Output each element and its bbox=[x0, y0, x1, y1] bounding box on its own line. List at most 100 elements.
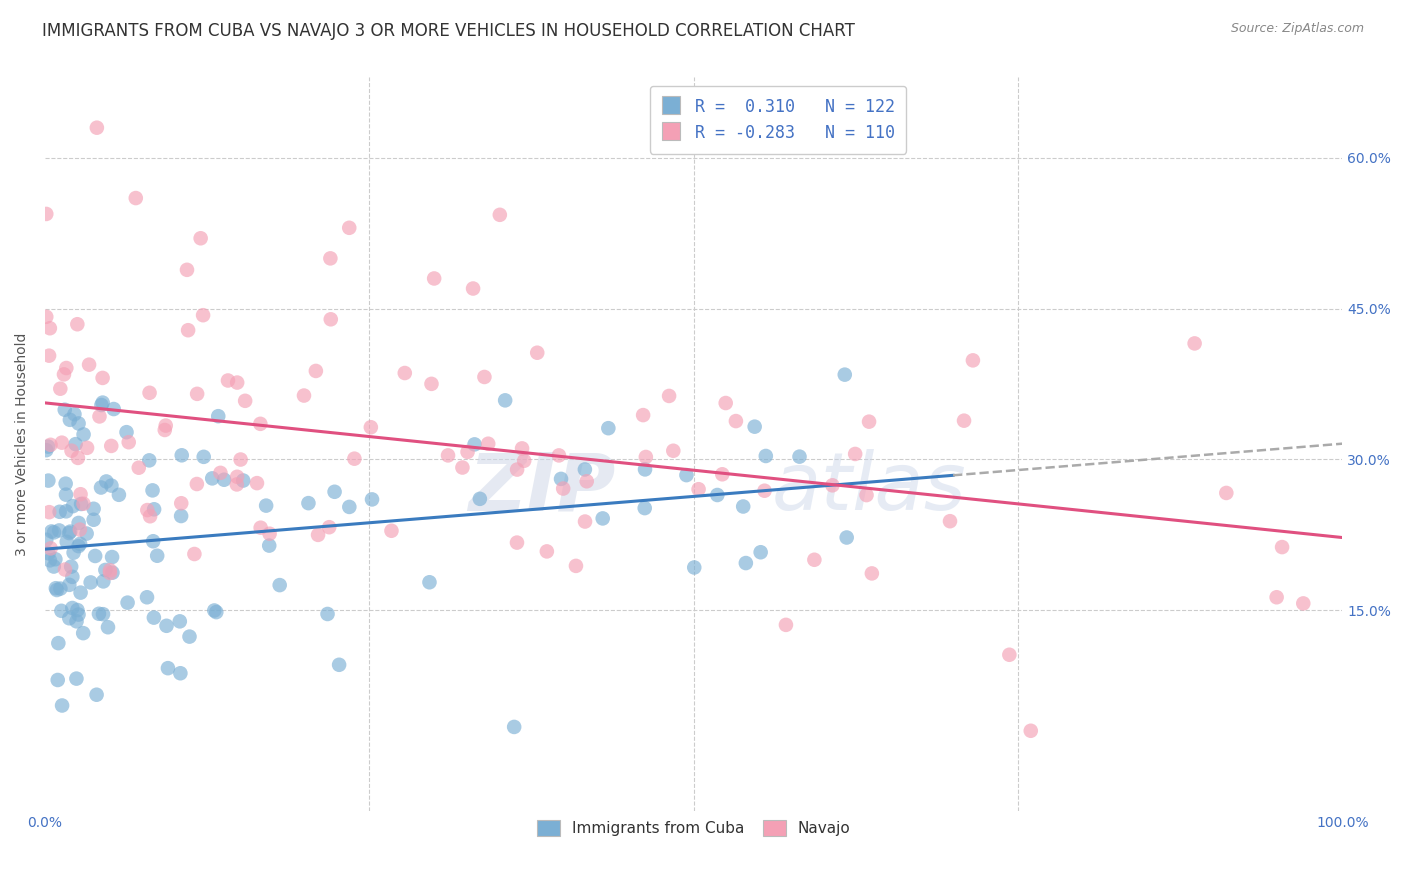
Point bbox=[66, 317, 89, 331]
Text: ZIP: ZIP bbox=[468, 450, 616, 527]
Point bbox=[860, 566, 883, 581]
Point bbox=[146, 549, 169, 563]
Point bbox=[155, 418, 177, 433]
Point bbox=[58, 526, 80, 541]
Point bbox=[67, 516, 90, 530]
Point bbox=[115, 425, 138, 439]
Point bbox=[319, 252, 342, 266]
Point bbox=[125, 191, 148, 205]
Point bbox=[103, 402, 125, 417]
Point bbox=[246, 476, 269, 491]
Point bbox=[420, 376, 443, 391]
Point bbox=[86, 120, 108, 135]
Point bbox=[323, 484, 346, 499]
Point bbox=[1215, 486, 1237, 500]
Text: Source: ZipAtlas.com: Source: ZipAtlas.com bbox=[1230, 22, 1364, 36]
Point bbox=[39, 553, 62, 567]
Point bbox=[38, 349, 60, 363]
Point bbox=[755, 449, 778, 463]
Point bbox=[1292, 596, 1315, 610]
Point bbox=[744, 419, 766, 434]
Point bbox=[631, 408, 654, 422]
Point bbox=[97, 620, 120, 634]
Point bbox=[229, 452, 252, 467]
Point bbox=[536, 544, 558, 558]
Point bbox=[100, 439, 122, 453]
Point bbox=[183, 547, 205, 561]
Point bbox=[138, 385, 160, 400]
Point bbox=[37, 474, 59, 488]
Point bbox=[69, 585, 91, 599]
Point bbox=[592, 511, 614, 525]
Point bbox=[506, 535, 529, 549]
Point bbox=[464, 437, 486, 451]
Point bbox=[100, 478, 122, 492]
Point bbox=[292, 388, 315, 402]
Point bbox=[474, 370, 496, 384]
Point bbox=[58, 578, 80, 592]
Point bbox=[193, 450, 215, 464]
Point bbox=[706, 488, 728, 502]
Point bbox=[77, 358, 100, 372]
Point bbox=[45, 581, 67, 595]
Point bbox=[789, 450, 811, 464]
Point bbox=[1019, 723, 1042, 738]
Point bbox=[316, 607, 339, 621]
Point bbox=[998, 648, 1021, 662]
Point bbox=[63, 407, 86, 421]
Point bbox=[38, 321, 60, 335]
Point bbox=[89, 409, 111, 424]
Point bbox=[574, 462, 596, 476]
Point bbox=[59, 524, 82, 539]
Point bbox=[98, 566, 121, 580]
Point bbox=[662, 443, 685, 458]
Point bbox=[45, 582, 67, 597]
Point bbox=[48, 505, 70, 519]
Point bbox=[775, 618, 797, 632]
Point bbox=[98, 563, 121, 577]
Point bbox=[91, 607, 114, 622]
Point bbox=[51, 435, 73, 450]
Point bbox=[360, 420, 382, 434]
Point bbox=[179, 630, 201, 644]
Point bbox=[142, 534, 165, 549]
Point bbox=[186, 477, 208, 491]
Point bbox=[55, 361, 77, 376]
Point bbox=[128, 460, 150, 475]
Point bbox=[53, 402, 76, 417]
Point bbox=[101, 566, 124, 580]
Point bbox=[724, 414, 747, 428]
Point bbox=[176, 262, 198, 277]
Point bbox=[217, 374, 239, 388]
Point bbox=[307, 528, 329, 542]
Point bbox=[962, 353, 984, 368]
Point bbox=[136, 591, 159, 605]
Point bbox=[328, 657, 350, 672]
Point bbox=[142, 610, 165, 624]
Point bbox=[67, 417, 90, 431]
Point bbox=[44, 552, 66, 566]
Point bbox=[254, 499, 277, 513]
Point bbox=[51, 698, 73, 713]
Point bbox=[749, 545, 772, 559]
Point bbox=[55, 504, 77, 518]
Point bbox=[953, 414, 976, 428]
Point bbox=[488, 208, 510, 222]
Point bbox=[96, 475, 118, 489]
Point bbox=[711, 467, 734, 482]
Point bbox=[506, 462, 529, 476]
Point bbox=[72, 497, 94, 511]
Point bbox=[91, 574, 114, 589]
Point bbox=[457, 445, 479, 459]
Point bbox=[60, 559, 83, 574]
Point bbox=[39, 541, 62, 556]
Point bbox=[91, 395, 114, 409]
Point bbox=[494, 393, 516, 408]
Point bbox=[41, 524, 63, 539]
Point bbox=[58, 611, 80, 625]
Point bbox=[35, 310, 58, 324]
Point bbox=[190, 231, 212, 245]
Text: atlas: atlas bbox=[772, 450, 966, 527]
Point bbox=[67, 539, 90, 553]
Point bbox=[118, 435, 141, 450]
